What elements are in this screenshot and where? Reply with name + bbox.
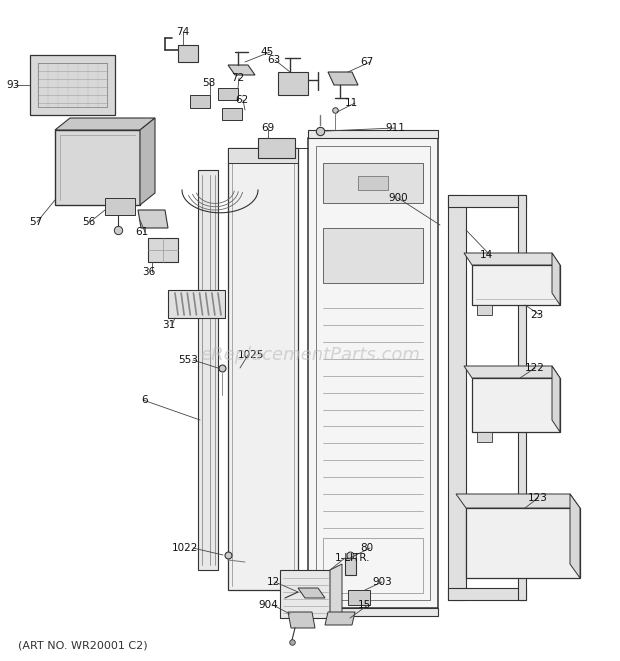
Text: 911: 911 (385, 123, 405, 133)
Text: eReplacementParts.com: eReplacementParts.com (200, 346, 420, 364)
Polygon shape (228, 65, 255, 75)
Text: 74: 74 (176, 27, 190, 37)
Polygon shape (308, 130, 438, 138)
Text: 6: 6 (141, 395, 148, 405)
Polygon shape (358, 176, 388, 190)
Polygon shape (222, 108, 242, 120)
Polygon shape (168, 290, 225, 318)
Text: 56: 56 (82, 217, 95, 227)
Polygon shape (298, 588, 325, 598)
Polygon shape (330, 564, 342, 618)
Text: 62: 62 (235, 95, 248, 105)
Text: 1-LITR.: 1-LITR. (335, 553, 371, 563)
Polygon shape (466, 508, 580, 578)
Polygon shape (308, 608, 438, 616)
Text: 900: 900 (388, 193, 407, 203)
Polygon shape (55, 130, 140, 205)
Polygon shape (278, 72, 308, 95)
Polygon shape (190, 95, 210, 108)
Polygon shape (138, 210, 168, 228)
Text: 80: 80 (360, 543, 373, 553)
Text: 36: 36 (142, 267, 155, 277)
Text: 93: 93 (7, 80, 20, 90)
Polygon shape (325, 612, 355, 625)
Text: 45: 45 (260, 47, 273, 57)
Polygon shape (140, 118, 155, 205)
Text: 1022: 1022 (172, 543, 198, 553)
Text: 63: 63 (267, 55, 280, 65)
Polygon shape (552, 366, 560, 432)
Polygon shape (258, 138, 295, 158)
Polygon shape (345, 558, 356, 575)
Polygon shape (448, 195, 526, 207)
Polygon shape (456, 494, 580, 508)
Text: 553: 553 (178, 355, 198, 365)
Text: (ART NO. WR20001 C2): (ART NO. WR20001 C2) (18, 640, 148, 650)
Polygon shape (178, 45, 198, 62)
Polygon shape (228, 148, 298, 590)
Polygon shape (464, 366, 560, 378)
Polygon shape (448, 588, 526, 600)
Polygon shape (308, 138, 438, 608)
Text: 903: 903 (372, 577, 392, 587)
Polygon shape (518, 195, 526, 600)
Polygon shape (477, 432, 492, 442)
Text: 14: 14 (480, 250, 494, 260)
Polygon shape (288, 612, 315, 628)
Polygon shape (55, 118, 155, 130)
Polygon shape (570, 494, 580, 578)
Text: 23: 23 (530, 310, 543, 320)
Polygon shape (105, 198, 135, 215)
Text: 15: 15 (358, 600, 371, 610)
Text: 72: 72 (231, 73, 244, 83)
Polygon shape (323, 163, 423, 203)
Polygon shape (328, 72, 358, 85)
Polygon shape (148, 238, 178, 262)
Polygon shape (280, 570, 330, 618)
Text: 67: 67 (360, 57, 373, 67)
Text: 1025: 1025 (238, 350, 264, 360)
Polygon shape (30, 55, 115, 115)
Polygon shape (198, 170, 218, 570)
Polygon shape (228, 148, 298, 163)
Polygon shape (218, 88, 238, 100)
Text: 123: 123 (528, 493, 548, 503)
Text: 61: 61 (135, 227, 148, 237)
Polygon shape (464, 253, 560, 265)
Polygon shape (472, 265, 560, 305)
Polygon shape (348, 590, 370, 605)
Text: 69: 69 (262, 123, 275, 133)
Polygon shape (472, 378, 560, 432)
Polygon shape (477, 305, 492, 315)
Polygon shape (448, 195, 466, 600)
Text: 31: 31 (162, 320, 175, 330)
Text: 122: 122 (525, 363, 545, 373)
Polygon shape (323, 228, 423, 283)
Text: 12: 12 (267, 577, 280, 587)
Text: 904: 904 (259, 600, 278, 610)
Polygon shape (552, 253, 560, 305)
Text: 11: 11 (345, 98, 358, 108)
Text: 57: 57 (29, 217, 42, 227)
Text: 58: 58 (202, 78, 215, 88)
